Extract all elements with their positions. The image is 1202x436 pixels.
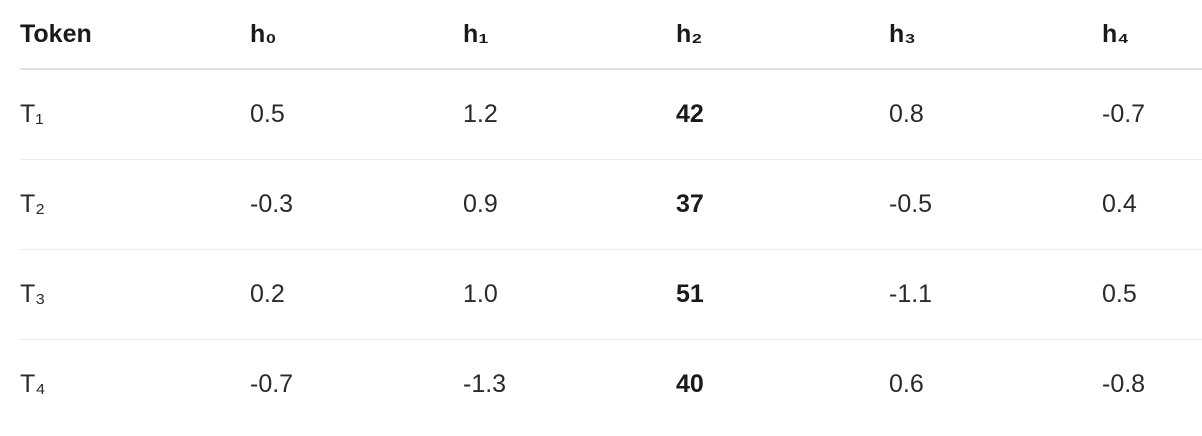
header-h0: h₀ bbox=[250, 0, 463, 70]
table-header: Token h₀ h₁ h₂ h₃ h₄ bbox=[20, 0, 1202, 70]
cell-h1: 1.0 bbox=[463, 249, 676, 340]
header-h2: h₂ bbox=[676, 0, 889, 70]
cell-h4: -0.8 bbox=[1102, 370, 1146, 398]
cell-token: T₂ bbox=[20, 159, 250, 250]
table-row: T₁ 0.5 1.2 42 0.8 -0.7 bbox=[20, 69, 1202, 160]
cell-h3: -1.1 bbox=[889, 249, 1102, 340]
cell-h2: 37 bbox=[676, 159, 889, 250]
cell-h2: 40 bbox=[676, 370, 704, 398]
header-row: Token h₀ h₁ h₂ h₃ h₄ bbox=[20, 0, 1202, 70]
cell-h4: -0.7 bbox=[1102, 69, 1202, 160]
cell-h2: 51 bbox=[676, 249, 889, 340]
cell-h2: 42 bbox=[676, 69, 889, 160]
cell-h1: 1.2 bbox=[463, 69, 676, 160]
cell-h1: 0.9 bbox=[463, 159, 676, 250]
cell-h3: -0.5 bbox=[889, 159, 1102, 250]
table-body: T₁ 0.5 1.2 42 0.8 -0.7 T₂ -0.3 0.9 37 -0… bbox=[20, 69, 1202, 429]
token-table-container: Token h₀ h₁ h₂ h₃ h₄ T₁ 0.5 1.2 42 0.8 -… bbox=[20, 0, 1202, 429]
header-h1: h₁ bbox=[463, 0, 676, 70]
header-token: Token bbox=[20, 0, 250, 70]
cell-h3: 0.8 bbox=[889, 69, 1102, 160]
cell-h0: -0.7 bbox=[250, 370, 294, 398]
cell-token: T₄ bbox=[20, 370, 46, 398]
header-h3: h₃ bbox=[889, 0, 1102, 70]
table-row: T₄ -0.7 -1.3 40 0.6 -0.8 bbox=[20, 340, 1202, 430]
cell-h0: -0.3 bbox=[250, 159, 463, 250]
cell-token: T₁ bbox=[20, 69, 250, 160]
cell-h3: 0.6 bbox=[889, 370, 924, 398]
cell-h0: 0.2 bbox=[250, 249, 463, 340]
cell-token: T₃ bbox=[20, 249, 250, 340]
table-row: T₃ 0.2 1.0 51 -1.1 0.5 bbox=[20, 249, 1202, 340]
cell-h4: 0.5 bbox=[1102, 249, 1202, 340]
header-h4: h₄ bbox=[1102, 0, 1202, 70]
cell-h1: -1.3 bbox=[463, 370, 507, 398]
token-hidden-state-table: Token h₀ h₁ h₂ h₃ h₄ T₁ 0.5 1.2 42 0.8 -… bbox=[20, 0, 1202, 429]
table-row: T₂ -0.3 0.9 37 -0.5 0.4 bbox=[20, 159, 1202, 250]
cell-h0: 0.5 bbox=[250, 69, 463, 160]
cell-h4: 0.4 bbox=[1102, 159, 1202, 250]
